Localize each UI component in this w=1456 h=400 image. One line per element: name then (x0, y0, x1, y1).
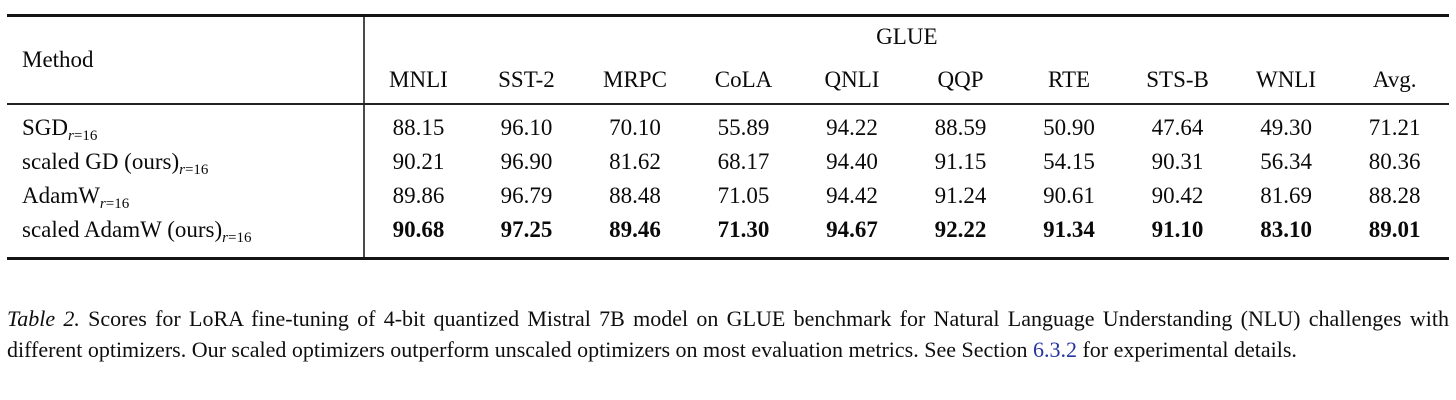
score-cell: 88.48 (609, 183, 661, 208)
score-cell: 94.42 (826, 183, 878, 208)
score-cell: 91.34 (1043, 217, 1095, 242)
col-header-sst2: SST-2 (472, 57, 581, 105)
score-cell: 96.10 (500, 115, 553, 140)
score-cell: 91.24 (934, 183, 987, 208)
table-row-scaled-gd: scaled GD (ours)r=16 90.21 96.90 81.62 6… (7, 145, 1449, 179)
col-header-mrpc: MRPC (580, 57, 690, 105)
score-cell: 90.68 (392, 217, 445, 242)
score-cell: 80.36 (1368, 149, 1421, 174)
score-cell: 89.01 (1368, 217, 1421, 242)
score-cell: 56.34 (1260, 149, 1312, 174)
group-header-glue: GLUE (876, 24, 938, 49)
table-row-scaled-adamw: scaled AdamW (ours)r=16 90.68 97.25 89.4… (7, 213, 1449, 259)
col-header-qqp: QQP (906, 57, 1015, 105)
col-header-cola: CoLA (689, 57, 798, 105)
section-link[interactable]: 6.3.2 (1032, 337, 1077, 362)
table-row-sgd: SGDr=16 88.15 96.10 70.10 55.89 94.22 88… (7, 104, 1449, 145)
score-cell: 94.22 (826, 115, 878, 140)
caption-text-before-link: Scores for LoRA fine-tuning of 4-bit qua… (7, 306, 1449, 362)
score-cell: 83.10 (1260, 217, 1312, 242)
score-cell: 49.30 (1260, 115, 1312, 140)
score-cell: 70.10 (609, 115, 661, 140)
score-cell: 91.10 (1151, 217, 1204, 242)
score-cell: 88.15 (392, 115, 445, 140)
score-cell: 96.90 (500, 149, 553, 174)
score-cell: 54.15 (1043, 149, 1095, 174)
table-caption: Table 2. Scores for LoRA fine-tuning of … (7, 303, 1449, 365)
rank-subscript: r=16 (222, 230, 252, 246)
score-cell: 81.62 (609, 149, 661, 174)
score-cell: 71.30 (717, 217, 770, 242)
score-cell: 96.79 (500, 183, 553, 208)
col-header-stsb: STS-B (1123, 57, 1232, 105)
column-header-row: MNLI SST-2 MRPC CoLA QNLI QQP RTE STS-B … (7, 57, 1449, 105)
score-cell: 71.21 (1368, 115, 1421, 140)
score-cell: 81.69 (1260, 183, 1312, 208)
method-label: scaled AdamW (ours)r=16 (7, 213, 365, 259)
caption-text-after-link: for experimental details. (1076, 337, 1297, 362)
score-cell: 55.89 (717, 115, 770, 140)
col-header-qnli: QNLI (797, 57, 907, 105)
method-label: AdamWr=16 (7, 179, 365, 213)
col-header-method: Method (7, 15, 365, 105)
group-header-row: Method GLUE (7, 15, 1449, 105)
method-label: scaled GD (ours)r=16 (7, 145, 365, 179)
method-label: SGDr=16 (7, 104, 365, 145)
score-cell: 90.21 (392, 149, 445, 174)
score-cell: 91.15 (934, 149, 987, 174)
score-cell: 97.25 (500, 217, 553, 242)
score-cell: 90.42 (1151, 183, 1204, 208)
table-row-adamw: AdamWr=16 89.86 96.79 88.48 71.05 94.42 … (7, 179, 1449, 213)
score-cell: 50.90 (1043, 115, 1095, 140)
score-cell: 71.05 (717, 183, 770, 208)
score-cell: 88.28 (1368, 183, 1421, 208)
caption-label: Table 2. (7, 306, 80, 331)
rank-subscript: r=16 (99, 196, 130, 212)
score-cell: 88.59 (934, 115, 987, 140)
col-header-rte: RTE (1014, 57, 1124, 105)
score-cell: 90.31 (1151, 149, 1204, 174)
score-cell: 47.64 (1151, 115, 1204, 140)
score-cell: 68.17 (717, 149, 770, 174)
col-header-avg: Avg. (1340, 57, 1449, 105)
score-cell: 94.40 (826, 149, 878, 174)
col-header-wnli: WNLI (1231, 57, 1341, 105)
score-cell: 92.22 (934, 217, 987, 242)
rank-subscript: r=16 (179, 162, 209, 178)
rank-subscript: r=16 (68, 128, 98, 144)
results-table: Method GLUE MNLI SST-2 MRPC CoLA QNLI QQ… (7, 14, 1449, 260)
score-cell: 90.61 (1043, 183, 1095, 208)
col-header-mnli: MNLI (363, 57, 473, 105)
score-cell: 94.67 (826, 217, 878, 242)
score-cell: 89.46 (609, 217, 661, 242)
score-cell: 89.86 (392, 183, 445, 208)
